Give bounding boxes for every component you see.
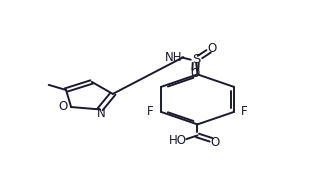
Text: F: F — [241, 105, 248, 118]
Text: O: O — [190, 67, 200, 80]
Text: O: O — [59, 100, 68, 113]
Text: HO: HO — [169, 134, 187, 147]
Text: O: O — [207, 42, 217, 55]
Text: NH: NH — [165, 51, 183, 64]
Text: O: O — [210, 136, 220, 149]
Text: N: N — [97, 107, 106, 120]
Text: F: F — [147, 105, 154, 118]
Text: S: S — [192, 53, 200, 66]
